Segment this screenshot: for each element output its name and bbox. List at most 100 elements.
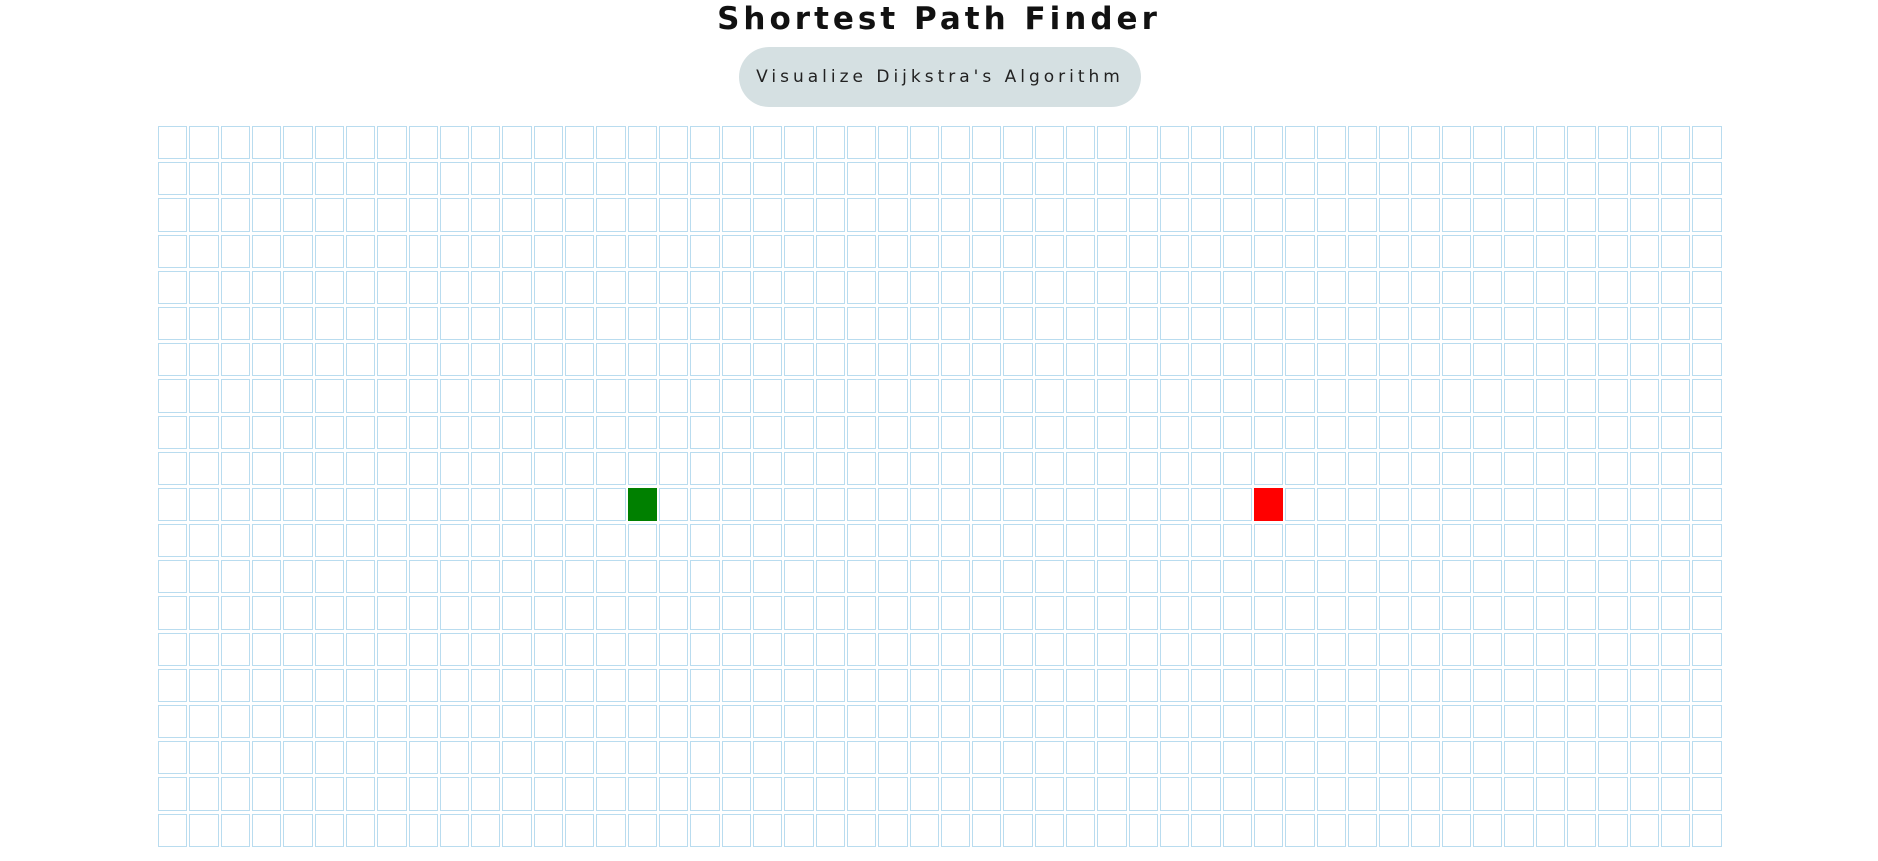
grid-cell[interactable] [1285, 813, 1315, 847]
grid-cell[interactable] [1535, 487, 1566, 522]
grid-cell[interactable] [659, 198, 689, 232]
grid-cell[interactable] [283, 632, 313, 666]
grid-cell[interactable] [189, 343, 219, 377]
grid-cell[interactable] [565, 705, 595, 739]
grid-cell[interactable] [1160, 560, 1190, 594]
grid-cell[interactable] [1379, 668, 1409, 702]
grid-cell[interactable] [1191, 487, 1221, 522]
grid-cell[interactable] [1034, 234, 1065, 268]
grid-cell[interactable] [502, 234, 532, 268]
grid-cell[interactable] [1316, 777, 1346, 811]
grid-cell[interactable] [439, 777, 470, 811]
grid-cell[interactable] [1598, 813, 1628, 847]
grid-cell[interactable] [596, 487, 626, 522]
grid-cell[interactable] [1441, 234, 1472, 268]
grid-cell[interactable] [659, 813, 689, 847]
grid-cell[interactable] [659, 487, 689, 522]
grid-cell[interactable] [659, 126, 689, 160]
grid-cell[interactable] [878, 379, 908, 413]
grid-cell[interactable] [1253, 415, 1284, 449]
grid-cell[interactable] [220, 560, 250, 594]
grid-cell[interactable] [377, 560, 407, 594]
grid-cell[interactable] [220, 234, 250, 268]
grid-cell[interactable] [1034, 487, 1065, 522]
grid-cell[interactable] [940, 306, 971, 341]
grid-cell[interactable] [659, 705, 689, 739]
grid-cell[interactable] [1629, 668, 1659, 702]
grid-cell[interactable] [1347, 306, 1378, 341]
grid-cell[interactable] [1066, 270, 1096, 304]
grid-cell[interactable] [1504, 451, 1534, 485]
grid-cell[interactable] [251, 596, 282, 630]
grid-cell[interactable] [158, 270, 188, 304]
grid-cell[interactable] [1253, 668, 1284, 702]
grid-cell[interactable] [752, 270, 783, 304]
grid-cell[interactable] [1191, 560, 1221, 594]
grid-cell[interactable] [408, 705, 438, 739]
grid-cell[interactable] [189, 487, 219, 522]
grid-cell[interactable] [940, 705, 971, 739]
grid-cell[interactable] [345, 668, 376, 702]
start-node[interactable] [627, 487, 657, 522]
grid-cell[interactable] [596, 741, 626, 775]
grid-cell[interactable] [251, 741, 282, 775]
grid-cell[interactable] [1285, 560, 1315, 594]
grid-cell[interactable] [1535, 741, 1566, 775]
grid-cell[interactable] [909, 596, 939, 630]
grid-cell[interactable] [1535, 560, 1566, 594]
grid-cell[interactable] [1441, 668, 1472, 702]
grid-cell[interactable] [1692, 487, 1722, 522]
grid-cell[interactable] [1347, 813, 1378, 847]
grid-cell[interactable] [1285, 451, 1315, 485]
grid-cell[interactable] [878, 198, 908, 232]
grid-cell[interactable] [690, 668, 720, 702]
grid-cell[interactable] [502, 524, 532, 558]
grid-cell[interactable] [1097, 415, 1127, 449]
grid-cell[interactable] [690, 451, 720, 485]
grid-cell[interactable] [752, 379, 783, 413]
grid-cell[interactable] [1379, 306, 1409, 341]
grid-cell[interactable] [408, 343, 438, 377]
grid-cell[interactable] [846, 705, 877, 739]
grid-cell[interactable] [1160, 596, 1190, 630]
grid-cell[interactable] [345, 379, 376, 413]
grid-cell[interactable] [251, 560, 282, 594]
grid-cell[interactable] [1066, 487, 1096, 522]
grid-cell[interactable] [439, 343, 470, 377]
grid-cell[interactable] [1003, 777, 1033, 811]
grid-cell[interactable] [345, 198, 376, 232]
grid-cell[interactable] [1222, 632, 1252, 666]
grid-cell[interactable] [533, 234, 564, 268]
grid-cell[interactable] [439, 705, 470, 739]
grid-cell[interactable] [1160, 668, 1190, 702]
grid-cell[interactable] [502, 415, 532, 449]
grid-cell[interactable] [1034, 596, 1065, 630]
grid-cell[interactable] [220, 777, 250, 811]
grid-cell[interactable] [1222, 379, 1252, 413]
grid-cell[interactable] [189, 813, 219, 847]
grid-cell[interactable] [784, 813, 814, 847]
grid-cell[interactable] [189, 270, 219, 304]
grid-cell[interactable] [1191, 596, 1221, 630]
grid-cell[interactable] [439, 524, 470, 558]
grid-cell[interactable] [408, 198, 438, 232]
grid-cell[interactable] [1441, 741, 1472, 775]
grid-cell[interactable] [1598, 777, 1628, 811]
grid-cell[interactable] [1222, 415, 1252, 449]
grid-cell[interactable] [283, 126, 313, 160]
grid-cell[interactable] [1661, 487, 1691, 522]
grid-cell[interactable] [972, 705, 1002, 739]
grid-cell[interactable] [752, 632, 783, 666]
grid-cell[interactable] [690, 198, 720, 232]
grid-cell[interactable] [377, 668, 407, 702]
grid-cell[interactable] [408, 415, 438, 449]
grid-cell[interactable] [1253, 596, 1284, 630]
grid-cell[interactable] [408, 126, 438, 160]
grid-cell[interactable] [1034, 379, 1065, 413]
grid-cell[interactable] [1629, 741, 1659, 775]
grid-cell[interactable] [627, 306, 657, 341]
grid-cell[interactable] [314, 234, 344, 268]
grid-cell[interactable] [314, 632, 344, 666]
grid-cell[interactable] [1441, 777, 1472, 811]
grid-cell[interactable] [972, 668, 1002, 702]
